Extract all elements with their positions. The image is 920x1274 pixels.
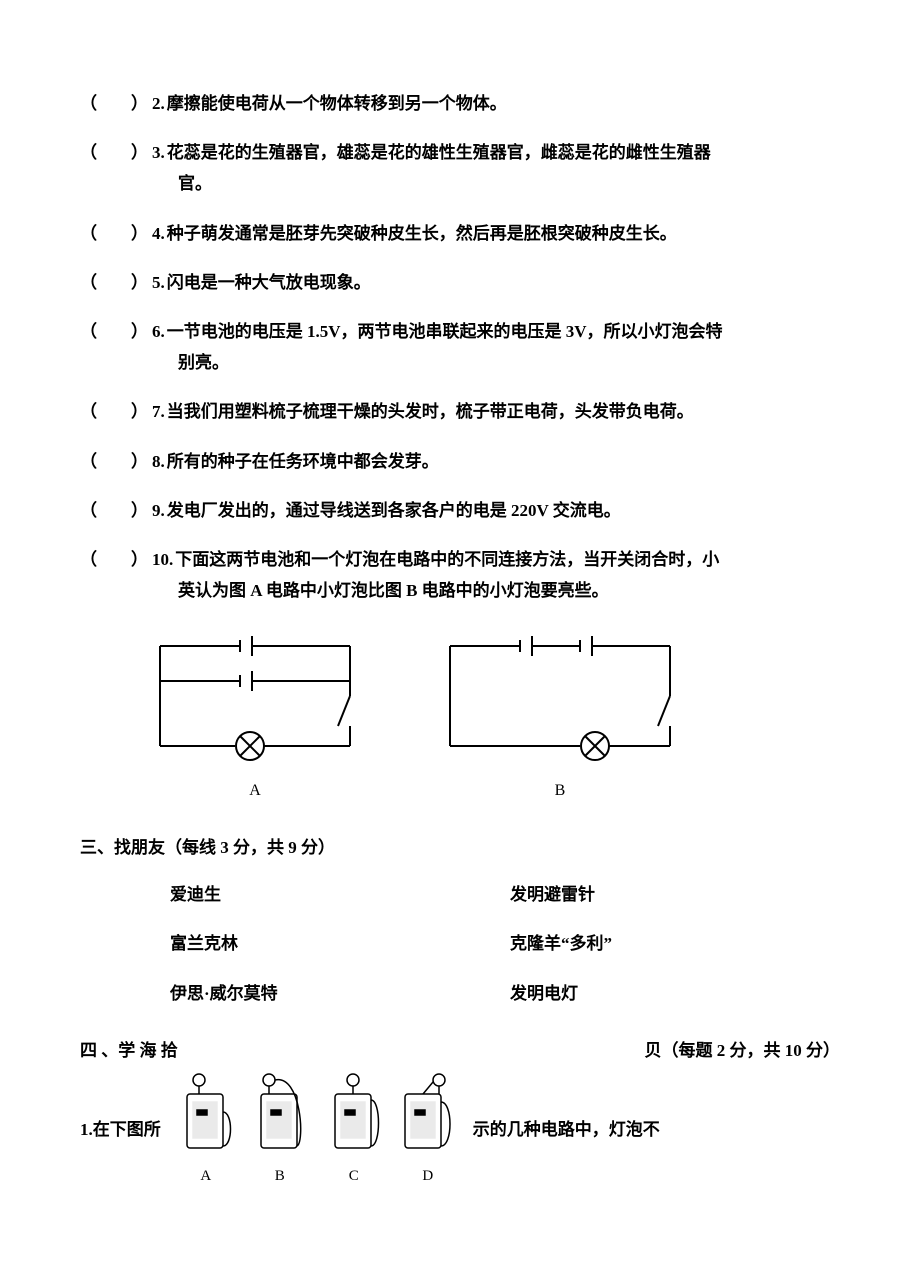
match-left: 伊思·威尔莫特 xyxy=(80,980,510,1007)
circuit-a-label: A xyxy=(140,778,370,804)
question-text: 种子萌发通常是胚芽先突破种皮生长，然后再是胚根突破种皮生长。 xyxy=(167,220,677,247)
section-3-heading: 三、找朋友（每线 3 分，共 9 分） xyxy=(80,834,840,861)
circuit-b-svg xyxy=(430,626,690,766)
section-4-q1: 1.在下图所 A xyxy=(80,1072,840,1188)
question-text: 花蕊是花的生殖器官，雄蕊是花的雄性生殖器官，雌蕊是花的雌性生殖器 xyxy=(167,139,711,166)
question-number: 6. xyxy=(152,318,165,345)
section-4-q1-right: 示的几种电路中，灯泡不 xyxy=(473,1116,660,1143)
question-item: （ ） 6. 一节电池的电压是 1.5V，两节电池串联起来的电压是 3V，所以小… xyxy=(80,318,840,345)
match-row: 伊思·威尔莫特 发明电灯 xyxy=(80,980,840,1007)
question-text: 当我们用塑料梳子梳理干燥的头发时，梳子带正电荷，头发带负电荷。 xyxy=(167,398,694,425)
question-text: 摩擦能使电荷从一个物体转移到另一个物体。 xyxy=(167,90,507,117)
match-right: 克隆羊“多利” xyxy=(510,930,612,957)
battery-bulb-icon xyxy=(251,1072,309,1154)
answer-blank[interactable]: （ ） xyxy=(80,139,148,166)
question-item: （ ） 7. 当我们用塑料梳子梳理干燥的头发时，梳子带正电荷，头发带负电荷。 xyxy=(80,398,840,425)
answer-blank[interactable]: （ ） xyxy=(80,220,148,247)
circuit-a: A xyxy=(140,626,370,804)
battery-bulb-icon xyxy=(177,1072,235,1154)
option-label: B xyxy=(251,1164,309,1188)
document-page: （ ） 2. 摩擦能使电荷从一个物体转移到另一个物体。 （ ） 3. 花蕊是花的… xyxy=(0,0,920,1228)
answer-blank[interactable]: （ ） xyxy=(80,318,148,345)
question-number: 2. xyxy=(152,90,165,117)
option-c: C xyxy=(325,1072,383,1188)
question-item: （ ） 10. 下面这两节电池和一个灯泡在电路中的不同连接方法，当开关闭合时，小 xyxy=(80,546,840,573)
question-number: 5. xyxy=(152,269,165,296)
question-number: 4. xyxy=(152,220,165,247)
battery-bulb-icon xyxy=(399,1072,457,1154)
match-left: 富兰克林 xyxy=(80,930,510,957)
match-row: 富兰克林 克隆羊“多利” xyxy=(80,930,840,957)
question-text-cont: 官。 xyxy=(80,170,840,197)
question-text: 发电厂发出的，通过导线送到各家各户的电是 220V 交流电。 xyxy=(167,497,621,524)
question-text: 下面这两节电池和一个灯泡在电路中的不同连接方法，当开关闭合时，小 xyxy=(175,546,719,573)
match-right: 发明电灯 xyxy=(510,980,578,1007)
answer-blank[interactable]: （ ） xyxy=(80,269,148,296)
question-text: 闪电是一种大气放电现象。 xyxy=(167,269,371,296)
question-item: （ ） 2. 摩擦能使电荷从一个物体转移到另一个物体。 xyxy=(80,90,840,117)
option-label: C xyxy=(325,1164,383,1188)
circuit-diagrams: A xyxy=(80,626,840,804)
match-left: 爱迪生 xyxy=(80,881,510,908)
section-4-heading-right: 贝（每题 2 分，共 10 分） xyxy=(645,1037,841,1064)
answer-blank[interactable]: （ ） xyxy=(80,398,148,425)
question-number: 3. xyxy=(152,139,165,166)
answer-blank[interactable]: （ ） xyxy=(80,448,148,475)
battery-bulb-icon xyxy=(325,1072,383,1154)
question-item: （ ） 8. 所有的种子在任务环境中都会发芽。 xyxy=(80,448,840,475)
section-4-heading-row: 四 、学 海 拾 贝（每题 2 分，共 10 分） xyxy=(80,1037,840,1064)
question-text-cont: 英认为图 A 电路中小灯泡比图 B 电路中的小灯泡要亮些。 xyxy=(80,577,840,604)
question-text-cont: 别亮。 xyxy=(80,349,840,376)
answer-blank[interactable]: （ ） xyxy=(80,90,148,117)
circuit-a-svg xyxy=(140,626,370,766)
question-item: （ ） 3. 花蕊是花的生殖器官，雄蕊是花的雄性生殖器官，雌蕊是花的雌性生殖器 xyxy=(80,139,840,166)
question-number: 9. xyxy=(152,497,165,524)
option-label: A xyxy=(177,1164,235,1188)
question-item: （ ） 5. 闪电是一种大气放电现象。 xyxy=(80,269,840,296)
option-label: D xyxy=(399,1164,457,1188)
option-d: D xyxy=(399,1072,457,1188)
question-number: 8. xyxy=(152,448,165,475)
section-4-q1-left: 1.在下图所 xyxy=(80,1116,161,1143)
question-text: 所有的种子在任务环境中都会发芽。 xyxy=(167,448,439,475)
circuit-options: A B xyxy=(177,1072,457,1188)
question-number: 10. xyxy=(152,546,173,573)
match-row: 爱迪生 发明避雷针 xyxy=(80,881,840,908)
question-number: 7. xyxy=(152,398,165,425)
option-a: A xyxy=(177,1072,235,1188)
question-item: （ ） 4. 种子萌发通常是胚芽先突破种皮生长，然后再是胚根突破种皮生长。 xyxy=(80,220,840,247)
circuit-b: B xyxy=(430,626,690,804)
question-text: 一节电池的电压是 1.5V，两节电池串联起来的电压是 3V，所以小灯泡会特 xyxy=(167,318,723,345)
match-right: 发明避雷针 xyxy=(510,881,595,908)
answer-blank[interactable]: （ ） xyxy=(80,497,148,524)
circuit-b-label: B xyxy=(430,778,690,804)
section-4-heading-left: 四 、学 海 拾 xyxy=(80,1037,178,1064)
answer-blank[interactable]: （ ） xyxy=(80,546,148,573)
option-b: B xyxy=(251,1072,309,1188)
question-item: （ ） 9. 发电厂发出的，通过导线送到各家各户的电是 220V 交流电。 xyxy=(80,497,840,524)
